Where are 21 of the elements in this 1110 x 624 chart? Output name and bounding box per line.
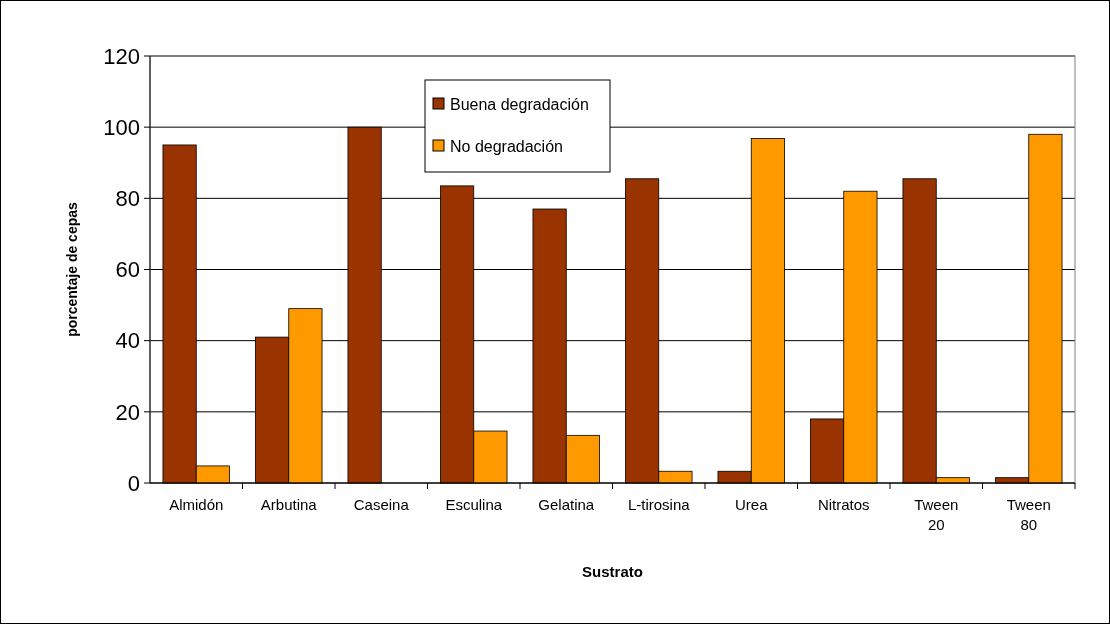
legend-label: Buena degradación — [450, 95, 589, 113]
x-tick-label: Urea — [734, 496, 769, 513]
x-tick-label: Nitratos — [817, 496, 870, 513]
y-tick-label: 20 — [115, 399, 140, 425]
x-axis-title: Sustrato — [582, 563, 643, 580]
x-tick-label: Caseina — [353, 496, 410, 513]
y-tick-label: 80 — [115, 186, 140, 212]
x-tick-label: Almidón — [169, 496, 224, 513]
y-tick-label: 40 — [115, 328, 140, 354]
x-tick-label: Esculina — [445, 496, 503, 513]
x-tick-label: Tween 20 — [914, 496, 959, 533]
x-tick-label: Gelatina — [538, 496, 595, 513]
y-tick-label: 120 — [103, 43, 140, 69]
x-tick-label: Tween 80 — [1006, 496, 1051, 533]
y-tick-label: 60 — [115, 257, 140, 283]
x-tick-label: Arbutina — [260, 496, 318, 513]
y-tick-label: 100 — [103, 114, 140, 140]
x-tick-label: L-tirosina — [627, 496, 691, 513]
legend-label: No degradación — [450, 137, 563, 155]
y-axis-title: porcentaje de cepas — [64, 201, 80, 337]
y-tick-label: 0 — [127, 470, 140, 496]
